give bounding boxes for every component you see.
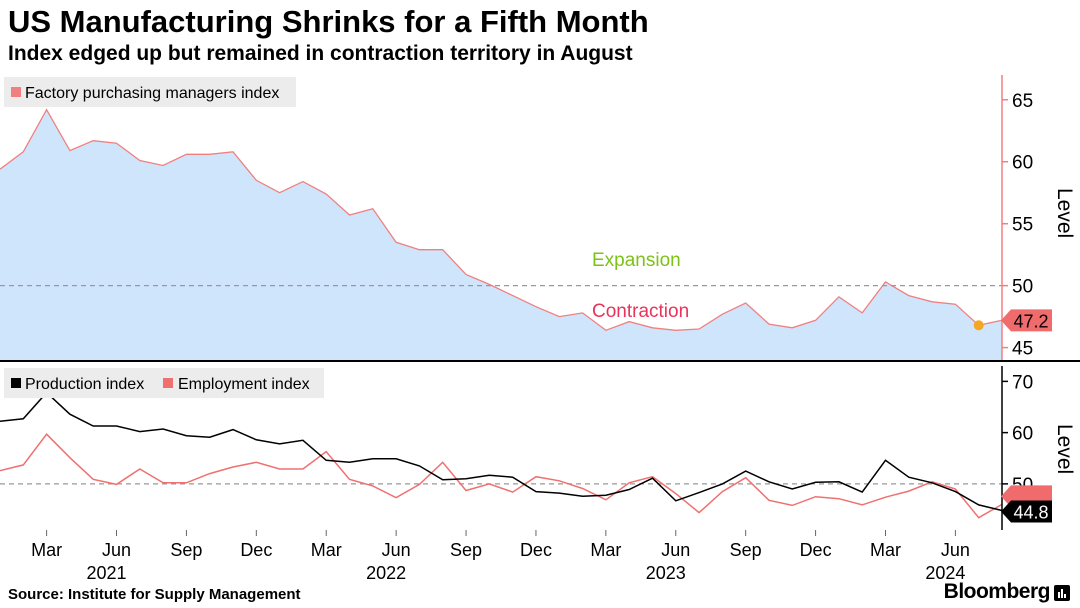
y-tick-label: 65 <box>1012 91 1033 112</box>
production-line <box>0 391 1003 512</box>
legend-box <box>4 77 296 107</box>
x-tick-label: Jun <box>102 540 131 560</box>
x-tick-label: Sep <box>170 540 202 560</box>
y-tick-label: 45 <box>1012 339 1033 360</box>
legend-label-employment: Employment index <box>178 376 310 393</box>
x-tick-label: Dec <box>520 540 552 560</box>
x-tick-label: Jun <box>382 540 411 560</box>
chart-title: US Manufacturing Shrinks for a Fifth Mon… <box>8 4 649 39</box>
employment-line <box>0 433 1003 519</box>
production-value-label: 44.8 <box>1013 503 1048 523</box>
top-panel: 45 50 55 60 65 Level Factory purchasing manage… <box>0 75 1080 362</box>
x-tick-label: Dec <box>800 540 832 560</box>
pmi-line <box>0 108 1003 332</box>
y-axis-title: Level <box>1053 188 1076 238</box>
x-tick-label: Mar <box>590 540 621 560</box>
bloomberg-icon <box>1054 585 1070 601</box>
y-tick-label: 50 <box>1012 277 1033 298</box>
x-tick-label: Sep <box>730 540 762 560</box>
y-tick-label: 70 <box>1012 372 1033 393</box>
x-tick-label: Jun <box>941 540 970 560</box>
contraction-label: Contraction <box>592 301 689 322</box>
y-tick-label: 60 <box>1012 153 1033 174</box>
brand-logo-text: Bloomberg <box>943 580 1051 603</box>
production-value-badge <box>1001 500 1052 523</box>
pmi-area <box>0 109 1002 360</box>
chart-subtitle: Index edged up but remained in contracti… <box>8 42 633 65</box>
expansion-label: Expansion <box>592 250 681 271</box>
highlight-dot <box>973 320 984 331</box>
source-note: Source: Institute for Supply Management <box>8 586 301 603</box>
x-year-label: 2021 <box>86 563 126 583</box>
x-year-label: 2023 <box>646 563 686 583</box>
y-tick-label: 55 <box>1012 215 1033 236</box>
y-axis-title: Level <box>1053 424 1076 474</box>
x-tick-label: Mar <box>870 540 901 560</box>
x-tick-label: Dec <box>240 540 272 560</box>
x-year-label: 2024 <box>925 563 965 583</box>
x-tick-label: Mar <box>31 540 62 560</box>
legend-swatch-employment <box>163 378 173 388</box>
x-year-label: 2022 <box>366 563 406 583</box>
x-tick-label: Mar <box>311 540 342 560</box>
last-value-label: 47.2 <box>1013 311 1048 331</box>
x-axis: Mar Jun Sep Dec Mar Jun Sep Dec Mar Jun Sep Dec Mar J… <box>31 530 970 583</box>
last-value-badge <box>1001 309 1052 332</box>
x-tick-label: Sep <box>450 540 482 560</box>
legend-swatch <box>11 87 21 97</box>
legend-label: Factory purchasing managers index <box>25 85 279 102</box>
y-tick-label: 60 <box>1012 424 1033 445</box>
legend-swatch-production <box>11 378 21 388</box>
x-tick-label: Jun <box>661 540 690 560</box>
legend-label-production: Production index <box>25 376 144 393</box>
